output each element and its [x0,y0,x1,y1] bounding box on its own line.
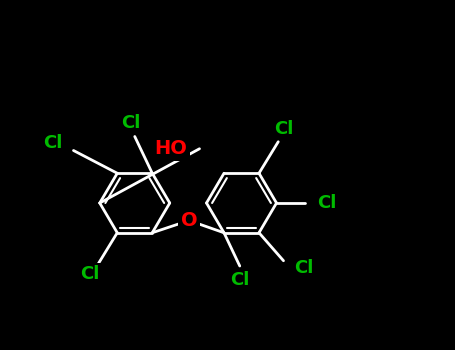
Text: HO: HO [154,139,187,158]
Text: Cl: Cl [121,113,141,132]
Text: Cl: Cl [230,271,249,289]
Text: Cl: Cl [274,120,293,139]
Text: Cl: Cl [317,194,336,212]
Text: Cl: Cl [44,134,63,153]
Text: Cl: Cl [81,265,100,283]
Text: Cl: Cl [294,259,313,277]
Text: O: O [181,211,197,230]
